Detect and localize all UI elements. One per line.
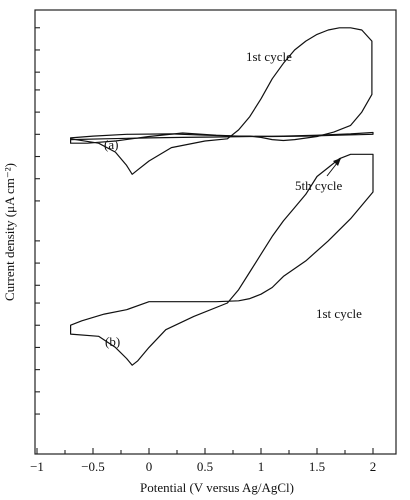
x-tick-label: 0 bbox=[146, 459, 153, 474]
series-line-b-2 bbox=[70, 153, 374, 366]
x-tick-label: 2 bbox=[370, 459, 377, 474]
label-first-cycle-a: 1st cycle bbox=[246, 49, 292, 64]
x-tick-label: 1 bbox=[258, 459, 265, 474]
x-tick-label: 0.5 bbox=[197, 459, 213, 474]
data-curves bbox=[70, 27, 374, 366]
x-tick-label: 1.5 bbox=[309, 459, 325, 474]
x-axis-title: Potential (V versus Ag/AgCl) bbox=[140, 480, 294, 495]
label-panel-b: (b) bbox=[105, 334, 120, 349]
plot-frame bbox=[34, 9, 397, 455]
fifth-cycle-arrowhead bbox=[333, 158, 341, 166]
x-tick-label: −0.5 bbox=[81, 459, 105, 474]
series-line-a-0 bbox=[70, 27, 373, 175]
y-axis-title: Current density (μA cm⁻²) bbox=[2, 163, 17, 301]
label-panel-a: (a) bbox=[104, 137, 118, 152]
x-axis-ticks: −1 −0.5 0 0.5 1 1.5 2 bbox=[30, 448, 376, 474]
x-tick-label: −1 bbox=[30, 459, 44, 474]
label-first-cycle-b: 1st cycle bbox=[316, 306, 362, 321]
label-fifth-cycle-a: 5th cycle bbox=[295, 178, 343, 193]
y-axis-ticks bbox=[35, 27, 40, 415]
series-line-a-1 bbox=[70, 131, 374, 141]
